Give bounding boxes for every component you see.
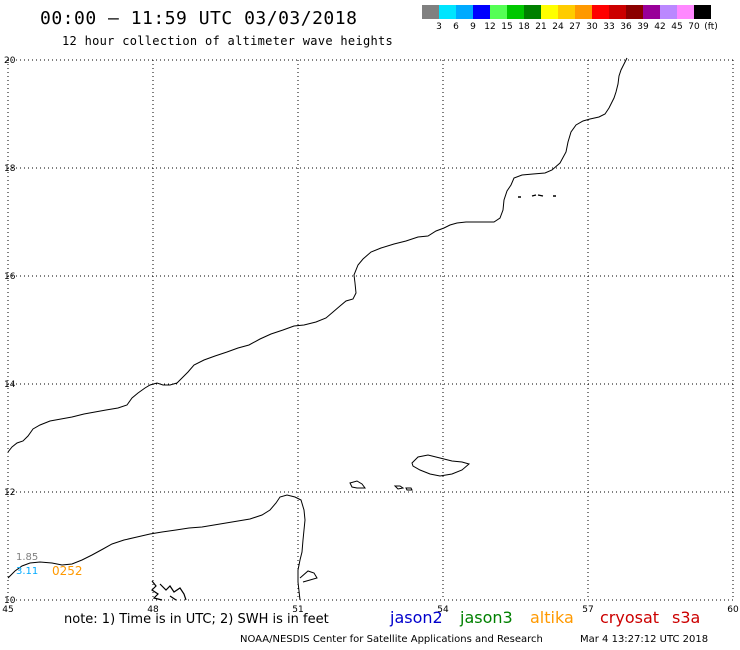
scale-swatch	[592, 5, 609, 19]
scale-label: 42	[654, 22, 666, 32]
scale-swatch	[643, 5, 660, 19]
scale-swatch	[677, 5, 694, 19]
island-kuria-muria	[518, 194, 556, 198]
scale-label: 6	[453, 22, 459, 32]
lon-tick-label: 45	[2, 605, 13, 615]
map-grid	[7, 59, 734, 601]
observation-value: 3.11	[16, 566, 38, 577]
coast-detail	[299, 570, 318, 583]
scale-label: 12	[484, 22, 496, 32]
axis-tick-labels: 45 48 51 54 57 60 20 18 16 14 12 10	[2, 56, 739, 615]
island-brothers	[393, 485, 413, 491]
generated-timestamp: Mar 4 13:27:12 UTC 2018	[580, 634, 709, 645]
scale-swatch	[507, 5, 524, 19]
footnote: note: 1) Time is in UTC; 2) SWH is in fe…	[64, 612, 329, 627]
wave-height-observations: 1.85 3.11 0252	[16, 552, 83, 578]
scale-label: 24	[552, 22, 564, 32]
lon-tick-label: 54	[437, 605, 449, 615]
satellite-s3a: s3a	[672, 608, 701, 627]
satellite-jason2: jason2	[390, 608, 443, 627]
scale-label: (ft)	[704, 22, 718, 32]
map-subtitle: 12 hour collection of altimeter wave hei…	[62, 34, 394, 48]
scale-swatch	[694, 5, 711, 19]
satellite-jason3: jason3	[460, 608, 513, 627]
scale-label: 15	[501, 22, 513, 32]
scale-label: 3	[436, 22, 442, 32]
lat-tick-label: 20	[4, 56, 16, 66]
scale-swatch	[660, 5, 677, 19]
scale-label: 36	[620, 22, 632, 32]
scale-label: 18	[518, 22, 530, 32]
coastline-somalia	[7, 494, 306, 601]
scale-label: 33	[603, 22, 615, 32]
scale-swatch	[626, 5, 643, 19]
lat-tick-label: 10	[4, 596, 16, 606]
scale-swatch	[490, 5, 507, 19]
color-scale-legend	[422, 5, 711, 19]
island-abd-al-kuri	[349, 480, 366, 489]
track-squiggle	[151, 580, 187, 601]
map-title: 00:00 – 11:59 UTC 03/03/2018	[40, 8, 358, 29]
scale-label: 70	[688, 22, 700, 32]
scale-swatch	[558, 5, 575, 19]
coastline-arabia	[7, 57, 628, 453]
scale-swatch	[422, 5, 439, 19]
scale-swatch	[609, 5, 626, 19]
scale-swatch	[456, 5, 473, 19]
lat-tick-label: 18	[4, 164, 16, 174]
lat-tick-label: 12	[4, 488, 15, 498]
lon-tick-label: 57	[582, 605, 593, 615]
lat-tick-label: 16	[4, 272, 16, 282]
island-socotra	[411, 454, 471, 477]
credit-line: NOAA/NESDIS Center for Satellite Applica…	[240, 634, 543, 645]
lat-tick-label: 14	[4, 380, 16, 390]
scale-swatch	[439, 5, 456, 19]
observation-value: 0252	[52, 564, 83, 578]
scale-label: 9	[470, 22, 476, 32]
observation-value: 1.85	[16, 552, 38, 563]
satellite-altika: altika	[530, 608, 574, 627]
lon-tick-label: 51	[292, 605, 303, 615]
scale-swatch	[473, 5, 490, 19]
lon-tick-label: 48	[147, 605, 159, 615]
lon-tick-label: 60	[727, 605, 739, 615]
color-scale-labels: 3 6 9 12 15 18 21 24 27 30 33 36 39 42 45 70 (ft)	[422, 22, 740, 34]
scale-swatch	[541, 5, 558, 19]
scale-label: 45	[671, 22, 683, 32]
scale-label: 21	[535, 22, 547, 32]
scale-label: 30	[586, 22, 598, 32]
satellite-cryosat: cryosat	[600, 608, 660, 627]
scale-label: 27	[569, 22, 581, 32]
scale-swatch	[524, 5, 541, 19]
scale-swatch	[575, 5, 592, 19]
scale-label: 39	[637, 22, 649, 32]
